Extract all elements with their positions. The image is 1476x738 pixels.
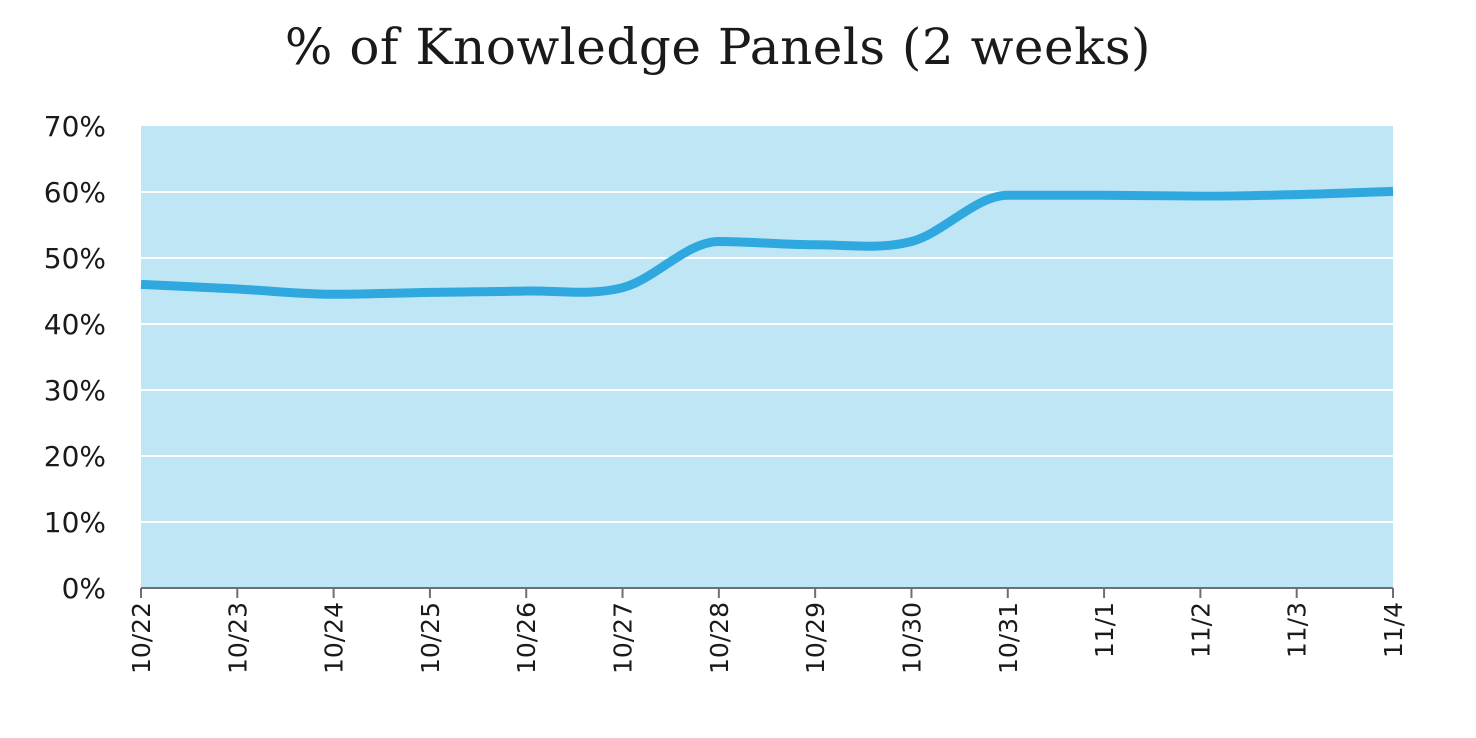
x-tick-label: 10/22 — [127, 602, 156, 674]
y-tick-labels: 0% 10% 20% 30% 40% 50% 60% 70% — [44, 110, 106, 605]
x-tick-label: 11/4 — [1379, 602, 1408, 658]
x-tick-labels: 10/22 10/23 10/24 10/25 10/26 10/27 10/28 10/29… — [127, 602, 1408, 674]
x-tick-label: 10/26 — [512, 602, 541, 674]
y-tick-label: 40% — [44, 308, 106, 341]
y-tick-label: 0% — [62, 572, 106, 605]
x-tick-label: 11/3 — [1283, 602, 1312, 658]
x-tick-label: 10/29 — [801, 602, 830, 674]
data-series — [140, 186, 1394, 299]
x-tick-label: 10/25 — [416, 602, 445, 674]
x-tick-label: 11/2 — [1186, 602, 1215, 658]
plot-area — [141, 126, 1393, 588]
chart-title: % of Knowledge Panels (2 weeks) — [284, 18, 1152, 76]
x-tick-label: 10/28 — [705, 602, 734, 674]
series-line — [140, 186, 1394, 299]
y-tick-label: 60% — [44, 176, 106, 209]
x-tick-label: 10/27 — [609, 602, 638, 674]
y-tick-label: 10% — [44, 506, 106, 539]
x-tick-label: 10/24 — [320, 602, 349, 674]
x-tick-label: 10/30 — [897, 602, 926, 674]
y-tick-label: 70% — [44, 110, 106, 143]
y-tick-label: 20% — [44, 440, 106, 473]
y-tick-label: 50% — [44, 242, 106, 275]
x-axis — [140, 587, 1394, 598]
y-tick-label: 30% — [44, 374, 106, 407]
x-tick-label: 10/31 — [994, 602, 1023, 674]
x-tick-label: 11/1 — [1090, 602, 1119, 658]
x-tick-label: 10/23 — [223, 602, 252, 674]
